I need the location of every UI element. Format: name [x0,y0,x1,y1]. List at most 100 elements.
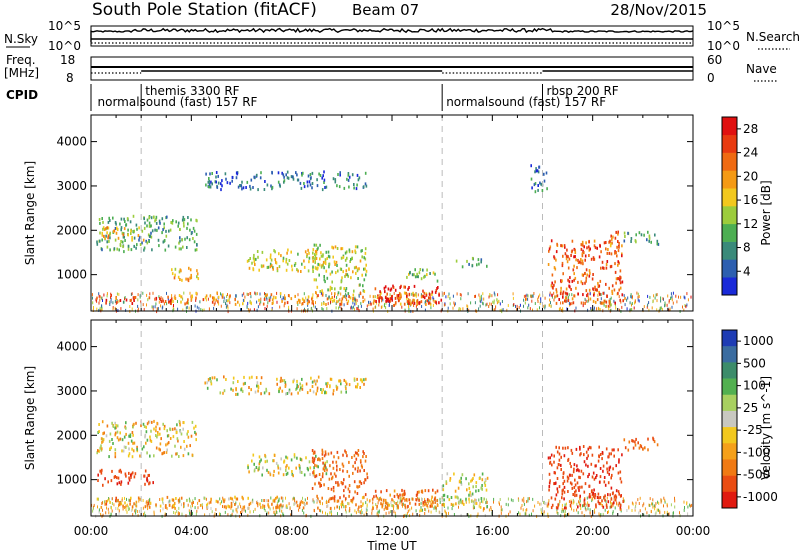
heatmap-cell [481,478,484,482]
heatmap-cell [116,436,119,440]
heatmap-cell [174,427,176,431]
heatmap-cell [105,234,107,238]
scatter-cell [179,499,181,503]
heatmap-cell [533,183,536,187]
heatmap-cell [602,464,605,468]
scatter-cell [577,511,579,515]
scatter-cell [468,500,470,504]
heatmap-cell [581,273,584,277]
heatmap-cell [364,251,367,255]
heatmap-cell [247,496,249,500]
heatmap-cell [341,500,344,504]
heatmap-cell [154,228,156,232]
heatmap-cell [110,479,113,483]
heatmap-cell [306,255,308,259]
heatmap-cell [572,493,574,496]
heatmap-cell [109,432,112,436]
heatmap-cell [104,237,106,240]
heatmap-cell [555,258,557,262]
scatter-cell [482,508,484,512]
scatter-cell [497,293,499,297]
heatmap-cell [350,257,352,261]
heatmap-cell [154,219,156,223]
colorbar-swatch [722,117,737,136]
heatmap-cell [615,464,617,468]
scatter-cell [361,508,363,512]
heatmap-cell [174,273,176,277]
heatmap-cell [346,273,349,277]
scatter-cell [609,304,611,308]
heatmap-cell [342,270,344,274]
scatter-cell [144,511,146,515]
heatmap-cell [214,180,217,184]
scatter-cell [415,304,417,308]
heatmap-cell [442,494,445,498]
scatter-cell [92,507,94,511]
scatter-cell [533,292,535,295]
heatmap-cell [609,265,612,269]
heatmap-cell [148,420,151,424]
heatmap-cell [323,266,325,270]
heatmap-cell [411,273,414,277]
heatmap-cell [325,303,327,306]
heatmap-cell [308,260,310,264]
scatter-cell [117,507,119,511]
heatmap-cell [359,283,361,287]
heatmap-cell [143,445,145,449]
scatter-cell [96,307,98,311]
scatter-cell [219,512,220,516]
scatter-cell [162,502,164,506]
heatmap-cell [364,478,367,482]
heatmap-cell [385,489,388,493]
scatter-cell [485,303,487,307]
heatmap-cell [115,222,117,226]
scatter-cell [369,300,371,304]
heatmap-cell [150,235,153,239]
heatmap-cell [570,500,572,504]
heatmap-cell [608,466,611,470]
heatmap-cell [562,254,564,258]
heatmap-cell [461,501,464,505]
scatter-cell [182,297,184,301]
heatmap-cell [275,496,277,500]
heatmap-cell [384,505,387,509]
heatmap-cell [617,240,619,243]
heatmap-cell [643,233,645,237]
scatter-cell [162,500,164,504]
heatmap-cell [210,382,213,386]
heatmap-cell [301,377,303,381]
heatmap-cell [378,297,380,301]
heatmap-cell [402,492,405,496]
heatmap-cell [112,216,114,220]
heatmap-cell [311,385,314,388]
heatmap-cell [300,458,303,462]
heatmap-cell [598,290,600,294]
heatmap-cell [111,438,113,441]
heatmap-cell [582,293,584,297]
heatmap-cell [208,183,211,186]
heatmap-cell [196,272,199,276]
scatter-cell [264,292,265,296]
heatmap-cell [111,421,113,425]
heatmap-cell [564,299,566,303]
heatmap-cell [354,451,357,455]
heatmap-cell [568,284,570,288]
scatter-cell [480,294,482,298]
heatmap-cell [611,237,613,241]
heatmap-cell [593,239,596,243]
scatter-cell [660,498,662,502]
heatmap-cell [267,499,270,503]
heatmap-cell [587,464,589,468]
scatter-cell [115,507,117,510]
scatter-cell [489,302,491,306]
heatmap-cell [157,433,159,437]
heatmap-cell [135,500,138,504]
heatmap-cell [574,490,576,494]
heatmap-cell [151,248,153,252]
heatmap-cell [114,451,117,455]
heatmap-cell [188,266,190,270]
scatter-cell [279,509,281,513]
heatmap-cell [457,496,459,500]
heatmap-cell [620,480,623,484]
heatmap-cell [584,254,587,258]
